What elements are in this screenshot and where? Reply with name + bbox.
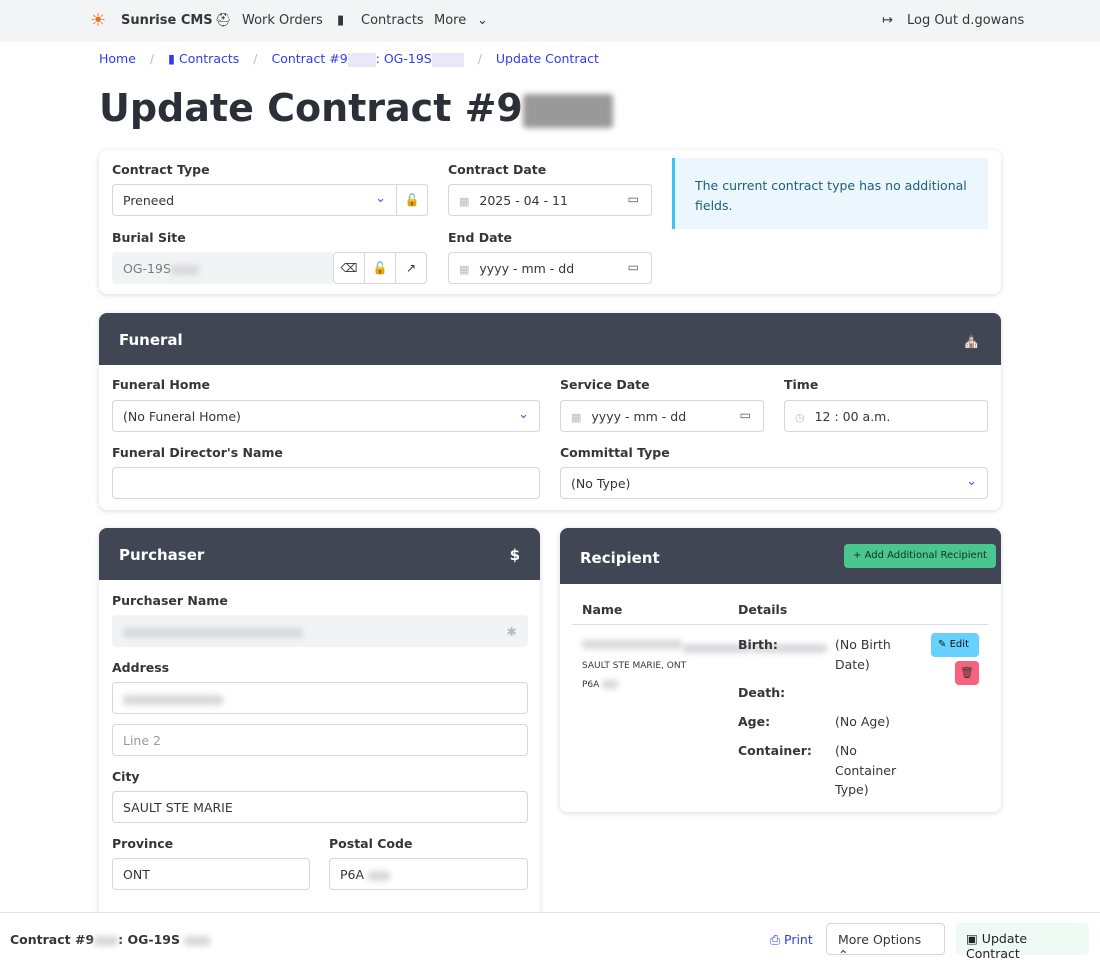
recipient-name: SAULT STE MARIE, ONT P6A xyxy=(582,636,827,695)
time-input[interactable]: ◷ 12 : 00 a.m. xyxy=(784,400,988,432)
divider xyxy=(572,624,988,625)
eraser-button[interactable]: ⌫ xyxy=(333,252,365,284)
nav-work-orders[interactable]: Work Orders xyxy=(242,13,323,28)
postal-label: Postal Code xyxy=(329,836,413,851)
province-label: Province xyxy=(112,836,174,851)
chevron-down-icon: ⌄ xyxy=(375,191,386,206)
committal-type-select[interactable]: (No Type) ⌄ xyxy=(560,467,988,499)
breadcrumb-home[interactable]: Home xyxy=(99,51,136,66)
service-date-input[interactable]: ▦ yyyy - mm - dd ▭ xyxy=(560,400,764,432)
info-notice: The current contract type has no additio… xyxy=(672,158,988,229)
breadcrumb-contracts[interactable]: Contracts xyxy=(178,51,240,66)
chevron-down-icon: ⌄ xyxy=(477,13,488,28)
end-date-label: End Date xyxy=(448,230,513,245)
save-icon: ▣ xyxy=(966,931,978,946)
breadcrumb: Home / ▮ Contracts / Contract #9: OG-19S… xyxy=(99,51,599,67)
pencil-icon: ✎ xyxy=(938,639,947,650)
time-label: Time xyxy=(784,377,819,392)
col-name: Name xyxy=(582,602,623,617)
service-date-label: Service Date xyxy=(560,377,650,392)
brand-link[interactable]: Sunrise CMS xyxy=(121,13,213,28)
page-title: Update Contract #9 xyxy=(99,86,613,130)
contract-type-select[interactable]: Preneed ⌄ xyxy=(112,184,397,216)
funeral-header: Funeral ⛪ xyxy=(99,313,1001,365)
logout-icon: ↦ xyxy=(882,13,893,28)
burial-site-input[interactable]: OG-19S xyxy=(112,252,334,284)
col-details: Details xyxy=(738,602,788,617)
city-label: City xyxy=(112,769,140,784)
file-contract-icon: ▮ xyxy=(337,13,345,28)
address-line2-input[interactable]: Line 2 xyxy=(112,724,528,756)
funeral-card: Funeral ⛪ Funeral Home (No Funeral Home) ⌄… xyxy=(99,313,1001,510)
more-options-button[interactable]: More Options ⌃ xyxy=(826,923,945,962)
calendar-icon: ▭ xyxy=(627,260,639,274)
city-input[interactable]: SAULT STE MARIE xyxy=(112,791,528,823)
open-external-button[interactable]: ↗ xyxy=(395,252,427,284)
navbar: ☀ Sunrise CMS ⛑ Work Orders ▮ Contracts … xyxy=(0,0,1100,42)
purchaser-card: Purchaser $ Purchaser Name ✱ Address Line… xyxy=(99,528,540,928)
edit-recipient-button[interactable]: ✎ Edit xyxy=(931,633,979,657)
unlock-site-button[interactable]: 🔓 xyxy=(364,252,396,284)
logout-link[interactable]: Log Out d.gowans xyxy=(907,13,1025,28)
recipient-city: SAULT STE MARIE, ONT xyxy=(582,661,687,671)
contract-type-label: Contract Type xyxy=(112,162,210,177)
director-label: Funeral Director's Name xyxy=(112,445,283,460)
contract-date-input[interactable]: ▦ 2025 - 04 - 11 ▭ xyxy=(448,184,652,216)
funeral-home-label: Funeral Home xyxy=(112,377,210,392)
hand-holding-dollar-icon: $ xyxy=(509,546,520,564)
purchaser-name-label: Purchaser Name xyxy=(112,593,228,608)
footer-bar: Contract #9: OG-19S ⎙ Print More Options… xyxy=(0,912,1100,964)
plus-icon: + xyxy=(853,550,862,561)
trash-icon: 🗑 xyxy=(960,666,974,679)
calendar-icon: ▭ xyxy=(627,192,639,206)
director-name-input[interactable] xyxy=(112,467,540,499)
recipient-postal: P6A xyxy=(582,676,827,695)
print-icon: ⎙ xyxy=(770,932,781,947)
purchaser-header: Purchaser $ xyxy=(99,528,540,580)
contract-date-label: Contract Date xyxy=(448,162,547,177)
hard-hat-icon: ⛑ xyxy=(215,13,232,28)
print-button[interactable]: ⎙ Print xyxy=(770,932,813,947)
delete-recipient-button[interactable]: 🗑 xyxy=(955,661,979,685)
unlock-type-button[interactable]: 🔓 xyxy=(396,184,428,216)
recipient-card: Recipient + Add Additional Recipient Nam… xyxy=(560,528,1001,812)
contract-card: Contract Type Preneed ⌄ 🔓 Contract Date ▦… xyxy=(99,150,1001,294)
province-input[interactable]: ONT xyxy=(112,858,310,890)
purchaser-name-input[interactable]: ✱ xyxy=(112,615,528,647)
address-line1-input[interactable] xyxy=(112,682,528,714)
breadcrumb-current: Update Contract xyxy=(495,51,599,66)
nav-more[interactable]: More xyxy=(434,13,467,28)
logo-icon: ☀ xyxy=(90,10,107,31)
burial-site-label: Burial Site xyxy=(112,230,186,245)
nav-contracts[interactable]: Contracts xyxy=(361,13,424,28)
postal-code-input[interactable]: P6A xyxy=(329,858,528,890)
breadcrumb-contract[interactable]: Contract #9: OG-19S xyxy=(271,51,464,67)
end-date-input[interactable]: ▦ yyyy - mm - dd ▭ xyxy=(448,252,652,284)
update-contract-button[interactable]: ▣ Update Contract xyxy=(956,923,1089,961)
footer-contract-title: Contract #9: OG-19S xyxy=(10,932,211,947)
funeral-home-select[interactable]: (No Funeral Home) ⌄ xyxy=(112,400,540,432)
committal-label: Committal Type xyxy=(560,445,670,460)
add-recipient-button[interactable]: + Add Additional Recipient xyxy=(844,544,996,568)
chevron-up-icon: ⌃ xyxy=(838,947,849,962)
address-label: Address xyxy=(112,660,170,675)
file-contract-icon: ▮ xyxy=(168,51,175,66)
church-icon: ⛪ xyxy=(962,331,981,349)
